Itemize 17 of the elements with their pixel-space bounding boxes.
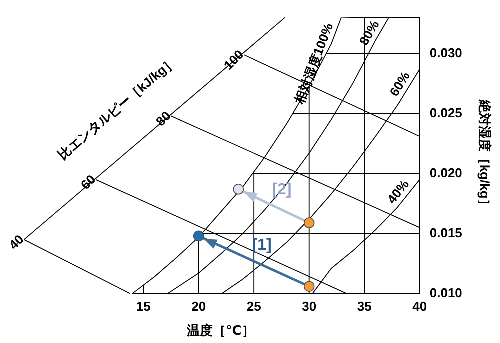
x-tick-label: 20 <box>192 299 206 314</box>
x-tick-label: 30 <box>302 299 317 314</box>
y-tick-label: 0.020 <box>430 165 462 180</box>
text: 40 <box>6 232 27 253</box>
text: 100 <box>220 47 247 73</box>
y-tick-label: 0.025 <box>430 105 462 120</box>
x-tick-label: 15 <box>136 299 151 314</box>
y-tick-label: 0.010 <box>430 285 462 300</box>
y-tick-label: 0.015 <box>430 225 462 240</box>
x-tick-label: 40 <box>412 299 428 314</box>
x-tick-label: 35 <box>357 299 372 314</box>
text: 80 <box>153 108 174 130</box>
y-axis-title: 絶対湿度［kg/kg］ <box>478 98 493 212</box>
y-tick-label: 0.030 <box>430 45 462 60</box>
x-axis-title: 温度［℃］ <box>186 322 255 338</box>
x-tick-label: 25 <box>246 299 262 314</box>
text: 60 <box>78 172 99 193</box>
